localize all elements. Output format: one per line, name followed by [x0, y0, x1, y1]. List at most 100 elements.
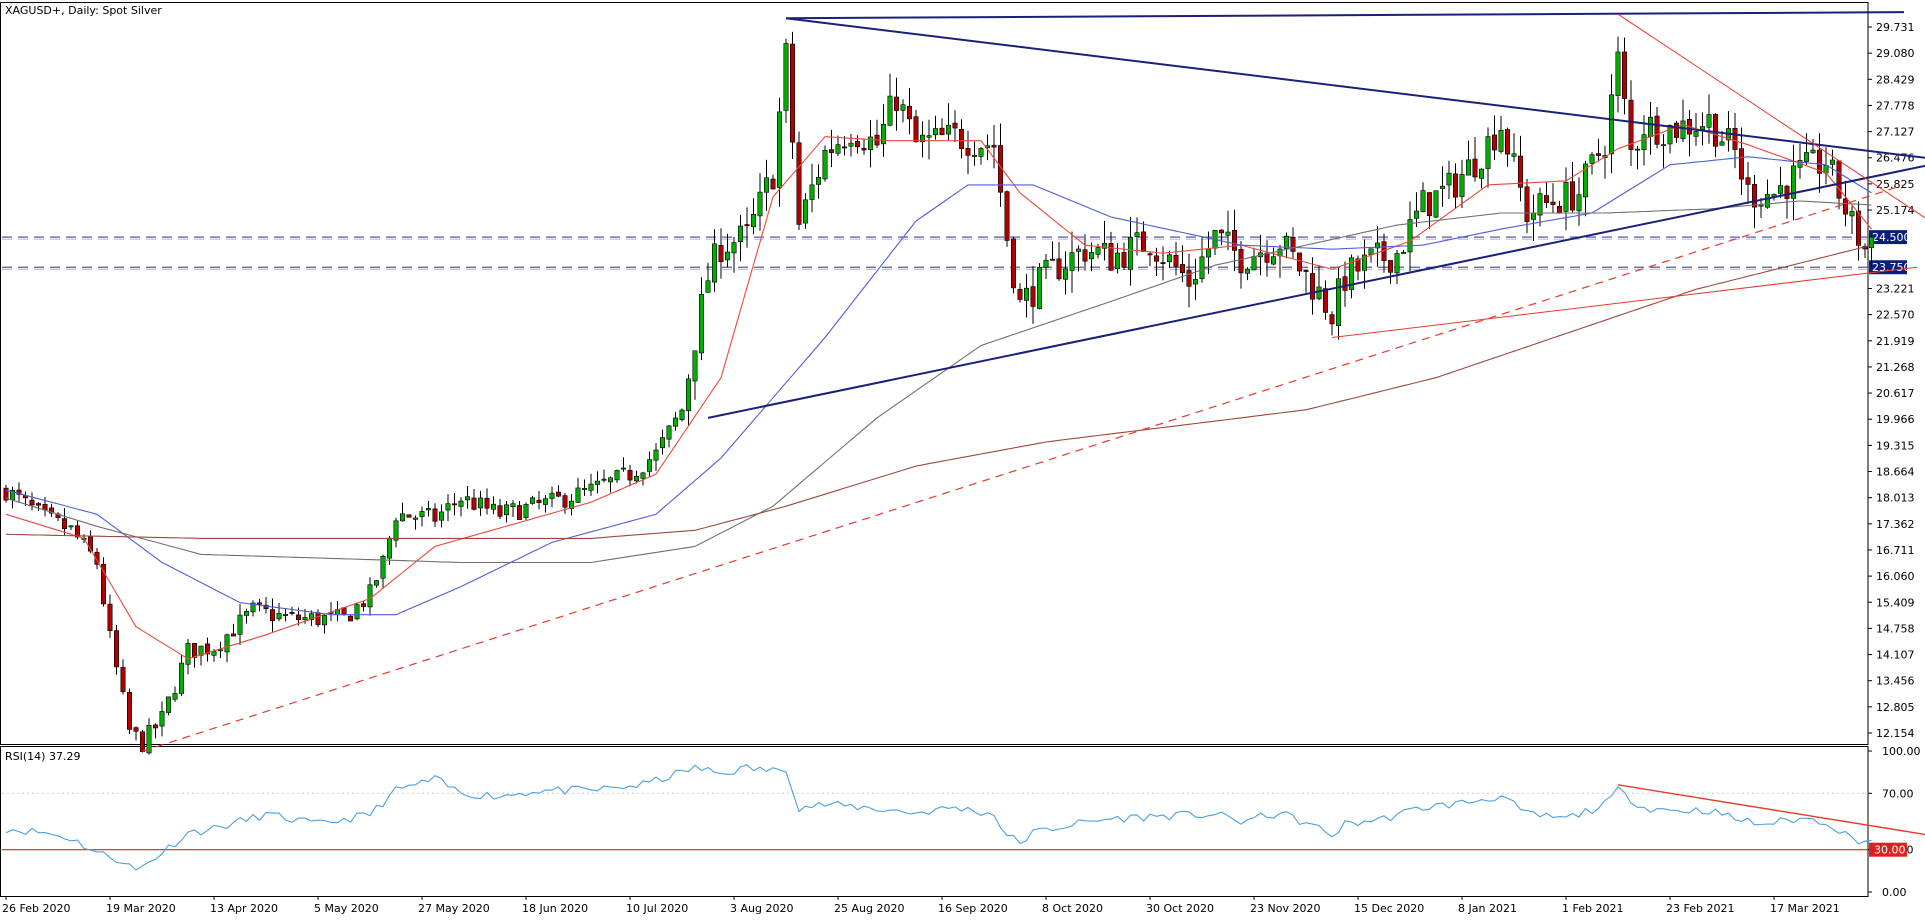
candle	[575, 477, 581, 503]
candle-body	[763, 177, 769, 193]
candle-body	[568, 500, 574, 509]
candle	[133, 726, 139, 741]
candle	[1583, 160, 1589, 217]
candle-body	[1102, 242, 1108, 249]
price-tick-label: 27.778	[1876, 99, 1915, 112]
candle	[1576, 177, 1582, 226]
candle	[685, 374, 691, 426]
candle-body	[289, 612, 295, 614]
time-tick-label: 26 Feb 2020	[2, 902, 70, 915]
candle-body	[3, 487, 9, 501]
candle-body	[1089, 252, 1095, 260]
candle	[159, 701, 165, 737]
candle	[1609, 74, 1615, 174]
candle	[120, 659, 126, 695]
candle	[1030, 266, 1036, 324]
candle	[140, 730, 146, 753]
candle	[1284, 232, 1290, 259]
candle-body	[614, 470, 620, 481]
candle-body	[848, 142, 854, 147]
moving-average-line	[5, 124, 1872, 660]
time-tick-label: 25 Aug 2020	[834, 902, 904, 915]
candle	[718, 228, 724, 279]
candle-body	[1310, 273, 1316, 300]
candle-body	[1063, 268, 1069, 280]
candle	[166, 696, 172, 716]
candle	[1069, 231, 1075, 293]
time-axis: 26 Feb 2020 19 Mar 2020 13 Apr 2020 5 May 2…	[2, 896, 1840, 915]
candle	[68, 525, 74, 530]
candle-body	[692, 350, 698, 382]
candle	[614, 469, 620, 483]
candle-body	[477, 497, 483, 509]
candle-body	[490, 503, 496, 510]
candle-body	[367, 584, 373, 608]
candle	[724, 233, 730, 268]
candle-body	[1004, 191, 1010, 241]
candle	[497, 499, 503, 519]
candle	[35, 502, 41, 511]
candle-body	[1251, 256, 1257, 271]
candle-body	[1414, 210, 1420, 219]
candle-body	[822, 149, 828, 180]
candle-body	[1264, 252, 1270, 263]
candle-body	[1362, 254, 1368, 271]
candle	[646, 451, 652, 478]
candle-body	[1674, 122, 1680, 138]
candle	[231, 623, 237, 637]
candle-body	[562, 495, 568, 508]
candle-body	[1290, 236, 1296, 252]
candle-body	[35, 503, 41, 506]
candle	[1453, 163, 1459, 209]
trendline-red[interactable]	[1617, 13, 1925, 221]
candle	[282, 608, 288, 622]
candle-body	[705, 280, 711, 293]
candle	[1706, 94, 1712, 144]
candle	[1635, 145, 1641, 170]
trendline-red-dashed[interactable]	[142, 184, 1905, 752]
candle-body	[724, 251, 730, 261]
candle-body	[555, 491, 561, 497]
candle-body	[1791, 165, 1797, 199]
candle	[893, 77, 899, 131]
candle	[698, 277, 704, 361]
trendline-red[interactable]	[1331, 266, 1918, 339]
candle	[16, 482, 22, 502]
trendline-navy[interactable]	[785, 11, 1905, 20]
trendline-navy[interactable]	[707, 161, 1925, 419]
price-tick-label: 21.919	[1876, 335, 1915, 348]
candle	[1290, 227, 1296, 259]
candle-body	[1576, 194, 1582, 212]
candle	[900, 99, 906, 123]
candle-body	[1388, 260, 1394, 273]
candle-body	[1375, 242, 1381, 249]
candle	[1492, 115, 1498, 160]
candle-body	[640, 472, 646, 479]
candle	[218, 641, 224, 659]
candle	[783, 38, 789, 124]
candle	[1505, 127, 1511, 167]
candle-body	[438, 511, 444, 521]
candle-body	[627, 469, 633, 481]
candle-body	[1420, 190, 1426, 212]
candle-body	[1635, 148, 1641, 151]
rsi-tick-label: 70.00	[1882, 787, 1914, 800]
candle-body	[1752, 183, 1758, 208]
price-tick-label: 12.154	[1876, 727, 1915, 740]
candle-body	[1115, 252, 1121, 270]
candle	[1173, 241, 1179, 276]
rsi-trendline[interactable]	[1617, 784, 1925, 839]
candle	[1336, 267, 1342, 340]
candle	[1147, 252, 1153, 267]
candle-body	[828, 149, 834, 153]
price-tick-label: 13.456	[1876, 675, 1915, 688]
trendline-navy[interactable]	[785, 17, 1925, 161]
candle-body	[1284, 235, 1290, 250]
candle-body	[1492, 134, 1498, 151]
candle	[536, 491, 542, 510]
candle	[1622, 37, 1628, 115]
candle-body	[1069, 252, 1075, 271]
candle-body	[620, 467, 626, 470]
